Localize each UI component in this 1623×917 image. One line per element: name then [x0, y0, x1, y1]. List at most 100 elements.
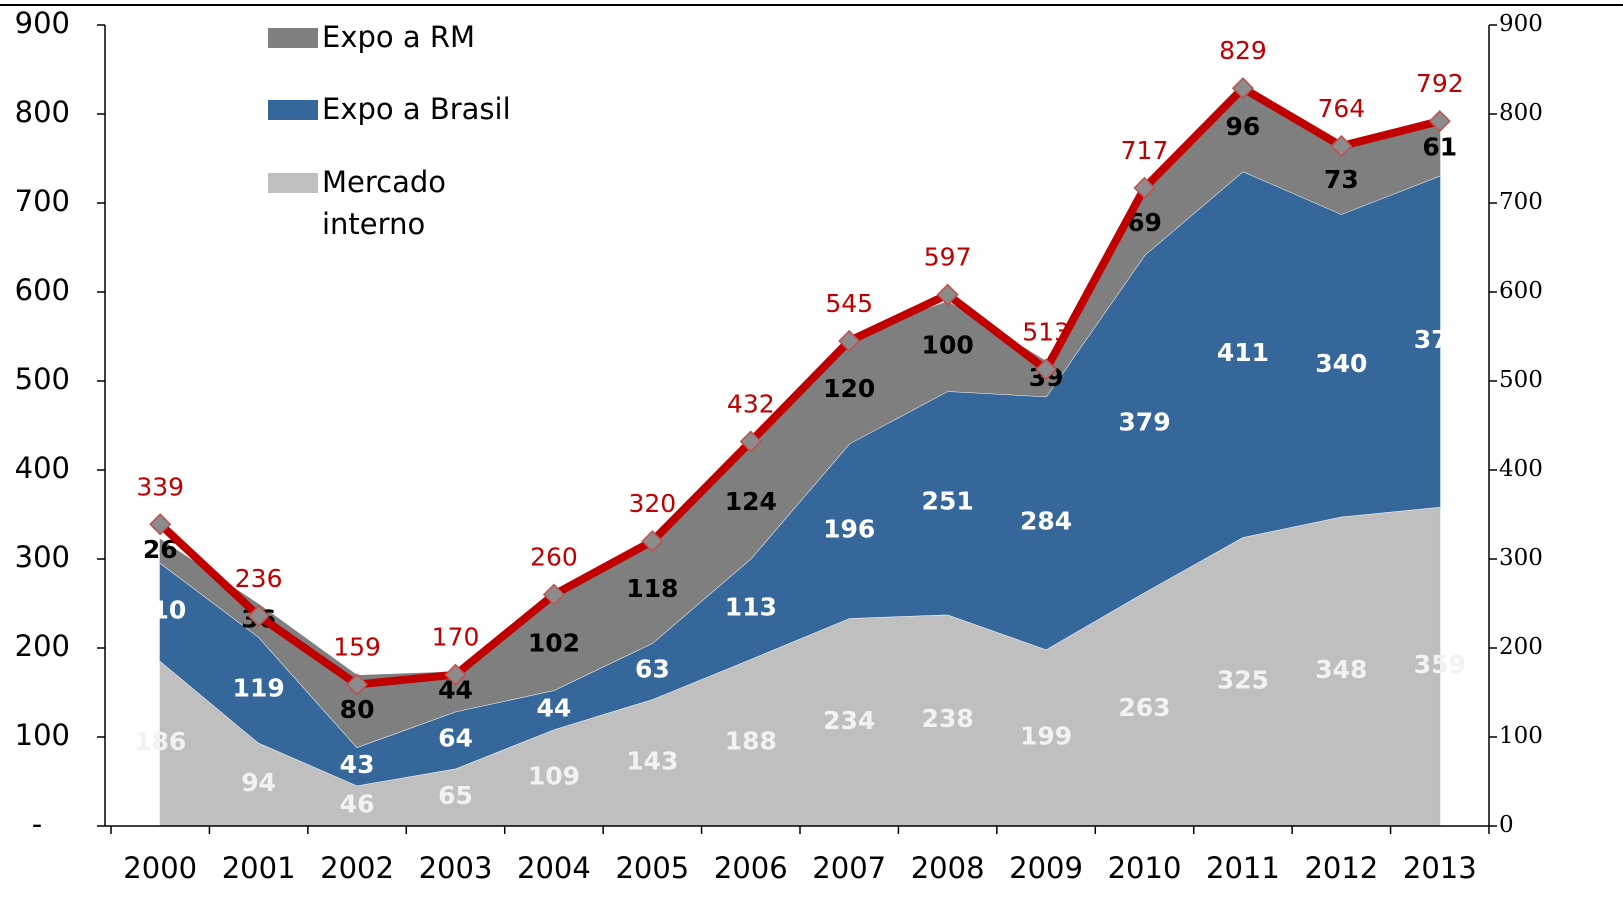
y-tick-label: 100 — [15, 718, 70, 752]
legend-label: Mercado interno — [322, 165, 447, 241]
y-tick-label: 500 — [15, 362, 70, 396]
data-label: 102 — [528, 628, 580, 657]
y-tick-label: 800 — [15, 95, 70, 129]
y2-tick-label: 300 — [1499, 545, 1543, 571]
y2-tick-label: 500 — [1499, 367, 1543, 393]
data-label: 109 — [528, 761, 580, 790]
data-label: 372 — [1414, 325, 1466, 354]
total-marker — [1330, 134, 1353, 158]
x-tick-label: 2011 — [1206, 851, 1280, 885]
data-label: 80 — [340, 695, 375, 724]
total-marker — [739, 430, 762, 453]
x-tick-label: 2004 — [517, 851, 591, 885]
total-marker — [1428, 110, 1451, 133]
total-label: 432 — [727, 390, 775, 419]
data-label: 325 — [1217, 665, 1269, 694]
total-marker — [542, 583, 565, 606]
data-label: 64 — [438, 724, 473, 753]
data-label: 263 — [1118, 693, 1170, 722]
total-label: 320 — [628, 489, 676, 518]
legend-swatch — [268, 173, 318, 193]
total-label: 764 — [1317, 94, 1365, 123]
y2-tick-label: 700 — [1499, 189, 1543, 215]
y-tick-label: - — [32, 807, 42, 841]
total-label: 513 — [1022, 317, 1070, 346]
total-marker — [1133, 176, 1156, 199]
x-tick-label: 2009 — [1009, 851, 1083, 885]
total-marker — [1035, 358, 1058, 381]
total-label: 597 — [924, 243, 972, 272]
data-label: 120 — [823, 374, 875, 403]
y2-tick-label: 400 — [1499, 456, 1543, 482]
data-label: 119 — [233, 673, 285, 702]
x-tick-label: 2013 — [1403, 851, 1477, 885]
total-label: 159 — [333, 632, 381, 661]
x-tick-label: 2002 — [320, 851, 394, 885]
data-label: 44 — [537, 693, 572, 722]
data-label: 186 — [134, 727, 186, 756]
total-label: 170 — [432, 623, 480, 652]
x-tick-label: 2001 — [222, 851, 296, 885]
x-tick-label: 2012 — [1304, 851, 1378, 885]
total-label: 792 — [1416, 69, 1464, 98]
y-tick-label: 900 — [15, 6, 70, 40]
legend-text: Expo a RM — [322, 20, 476, 54]
data-label: 94 — [241, 768, 276, 797]
total-label: 829 — [1219, 36, 1267, 65]
data-label: 65 — [438, 781, 473, 810]
total-marker — [1231, 77, 1254, 100]
data-label: 188 — [725, 726, 777, 755]
data-label: 234 — [823, 706, 875, 735]
total-label: 717 — [1121, 136, 1169, 165]
data-label: 411 — [1217, 338, 1269, 367]
legend-swatch — [268, 28, 318, 48]
legend-text: Expo a Brasil — [322, 92, 511, 126]
x-tick-label: 2000 — [123, 851, 197, 885]
total-label: 260 — [530, 543, 578, 572]
x-tick-label: 2006 — [714, 851, 788, 885]
data-label: 199 — [1020, 721, 1072, 750]
data-label: 143 — [626, 746, 678, 775]
data-label: 348 — [1315, 655, 1367, 684]
y2-tick-label: 800 — [1499, 100, 1543, 126]
data-label: 379 — [1118, 407, 1170, 436]
y2-tick-label: 600 — [1499, 278, 1543, 304]
data-label: 251 — [922, 486, 974, 515]
data-label: 238 — [922, 704, 974, 733]
total-marker — [936, 283, 959, 306]
total-marker — [149, 513, 172, 536]
data-label: 96 — [1226, 112, 1261, 141]
legend-swatch — [268, 100, 318, 120]
data-label: 61 — [1422, 132, 1457, 161]
data-label: 73 — [1324, 165, 1359, 194]
data-label: 118 — [626, 574, 678, 603]
y2-tick-label: 200 — [1499, 634, 1543, 660]
data-label: 359 — [1414, 650, 1466, 679]
x-tick-label: 2003 — [419, 851, 493, 885]
total-marker — [641, 530, 664, 553]
total-label: 339 — [136, 472, 184, 501]
y-tick-label: 200 — [15, 629, 70, 663]
data-label: 110 — [134, 596, 186, 625]
y2-tick-label: 100 — [1499, 723, 1543, 749]
legend-label: Expo a Brasil — [322, 92, 511, 126]
total-label: 236 — [235, 564, 283, 593]
total-marker — [444, 663, 467, 686]
total-marker — [346, 673, 369, 696]
total-marker — [838, 329, 861, 353]
total-label: 545 — [825, 289, 873, 318]
data-label: 340 — [1315, 349, 1367, 378]
data-label: 63 — [635, 655, 670, 684]
total-line — [157, 84, 1441, 689]
x-tick-label: 2010 — [1108, 851, 1182, 885]
x-tick-label: 2005 — [615, 851, 689, 885]
data-label: 196 — [823, 515, 875, 544]
y-tick-label: 700 — [15, 184, 70, 218]
data-label: 100 — [922, 330, 974, 359]
y-tick-label: 400 — [15, 451, 70, 485]
y-tick-label: 300 — [15, 540, 70, 574]
y-tick-label: 600 — [15, 273, 70, 307]
x-tick-label: 2007 — [812, 851, 886, 885]
legend-text: Mercado interno — [322, 165, 447, 241]
